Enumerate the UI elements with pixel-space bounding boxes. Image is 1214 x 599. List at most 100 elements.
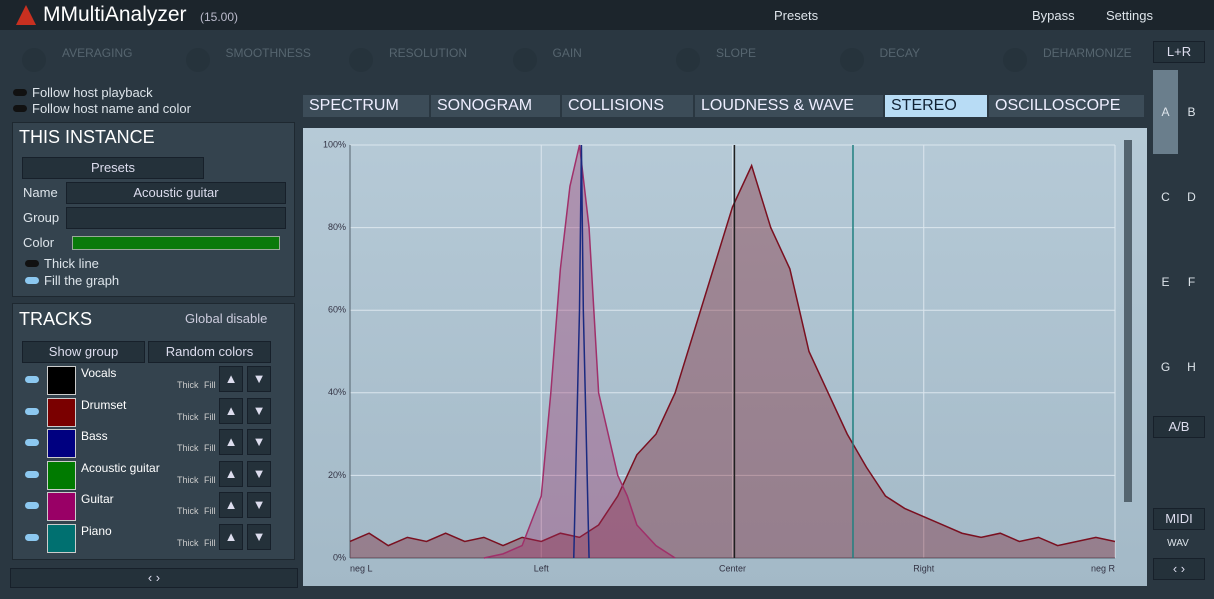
knob[interactable]: [22, 48, 46, 72]
tab[interactable]: OSCILLOSCOPE: [989, 95, 1144, 117]
tab[interactable]: LOUDNESS & WAVE: [695, 95, 883, 117]
y-tick-label: 80%: [328, 222, 346, 232]
toggle[interactable]: [25, 376, 39, 383]
x-tick-label: neg R: [1091, 563, 1116, 573]
y-tick-label: 100%: [323, 139, 346, 149]
track-color[interactable]: [47, 460, 76, 490]
scrollbar: [1124, 140, 1132, 502]
midi-button[interactable]: MIDI: [1153, 508, 1205, 530]
option-label: Follow host playback: [32, 85, 153, 100]
knob[interactable]: [512, 48, 537, 72]
toggle[interactable]: [25, 260, 39, 267]
knob-label: SLOPE: [716, 46, 757, 60]
slot[interactable]: A: [1153, 70, 1178, 154]
track-color[interactable]: [47, 429, 76, 458]
track-name: Piano: [81, 523, 112, 538]
line: [349, 163, 1116, 547]
fill-label: Fill: [204, 443, 216, 453]
down-button[interactable]: ▼: [247, 460, 271, 487]
presets-button[interactable]: Presets: [774, 8, 819, 23]
area: [483, 145, 676, 558]
slot[interactable]: C: [1161, 190, 1170, 204]
up-button[interactable]: ▲: [219, 366, 243, 392]
label: Name: [23, 185, 58, 200]
toggle[interactable]: [25, 470, 39, 478]
knob[interactable]: [349, 48, 373, 72]
track-name: Bass: [81, 429, 108, 443]
down-button[interactable]: ▼: [247, 429, 271, 455]
knob-label: DECAY: [879, 46, 920, 60]
option-label: Follow host name and color: [32, 101, 191, 116]
group-field[interactable]: [66, 207, 286, 229]
tab[interactable]: SPECTRUM: [303, 95, 429, 117]
up-button[interactable]: ▲: [219, 492, 243, 518]
track-color[interactable]: [47, 366, 76, 395]
lr-button[interactable]: L+R: [1153, 41, 1205, 63]
slot[interactable]: E: [1161, 275, 1170, 289]
tab[interactable]: SONOGRAM: [431, 95, 560, 117]
knob-label: RESOLUTION: [389, 46, 468, 60]
toggle[interactable]: [13, 105, 27, 112]
instance-presets[interactable]: Presets: [22, 157, 204, 179]
tab[interactable]: STEREO: [885, 95, 987, 117]
thick-label: Thick: [177, 474, 199, 485]
toggle[interactable]: [13, 89, 27, 96]
instance-title: THIS INSTANCE: [19, 127, 155, 147]
track-color[interactable]: [47, 397, 76, 427]
color-field[interactable]: [72, 236, 280, 250]
up-button[interactable]: ▲: [219, 523, 243, 550]
global-disable[interactable]: Global disable: [185, 311, 268, 326]
track-name: Guitar: [81, 492, 114, 506]
nav-button[interactable]: ‹ ›: [1153, 558, 1205, 580]
track-color[interactable]: [47, 492, 76, 521]
fill-label: Fill: [204, 537, 216, 548]
slot[interactable]: B: [1187, 105, 1196, 119]
x-tick-label: Center: [719, 563, 746, 573]
toggle[interactable]: [25, 407, 39, 415]
y-tick-label: 20%: [328, 470, 346, 480]
down-button[interactable]: ▼: [247, 366, 271, 392]
area: [350, 165, 1115, 558]
down-button[interactable]: ▼: [247, 397, 271, 424]
knob[interactable]: [1003, 48, 1027, 72]
wav-label: WAV: [1167, 538, 1189, 549]
title: MMultiAnalyzer: [43, 3, 187, 26]
settings-button[interactable]: Settings: [1106, 8, 1153, 23]
header: [0, 0, 1214, 30]
slot[interactable]: G: [1160, 360, 1171, 374]
fill-label: Fill: [204, 380, 216, 390]
label: Fill the graph: [44, 273, 120, 288]
y-tick-label: 60%: [328, 305, 346, 315]
show-group[interactable]: Show group: [22, 341, 145, 363]
knob[interactable]: [185, 48, 210, 72]
version: (15.00): [200, 10, 239, 24]
slot[interactable]: F: [1187, 275, 1196, 289]
thick-label: Thick: [177, 537, 199, 548]
knob[interactable]: [839, 48, 864, 72]
name-field[interactable]: Acoustic guitar: [66, 182, 286, 204]
up-button[interactable]: ▲: [219, 397, 243, 424]
down-button[interactable]: ▼: [247, 523, 271, 550]
toggle[interactable]: [25, 439, 39, 446]
label: Thick line: [44, 256, 99, 271]
up-button[interactable]: ▲: [219, 460, 243, 487]
line: [483, 144, 676, 559]
knob[interactable]: [676, 48, 700, 72]
down-button[interactable]: ▼: [247, 492, 271, 518]
toggle[interactable]: [25, 533, 39, 541]
up-button[interactable]: ▲: [219, 429, 243, 455]
bypass-button[interactable]: Bypass: [1032, 8, 1075, 23]
y-tick-label: 40%: [328, 387, 346, 397]
slot[interactable]: D: [1187, 190, 1196, 204]
toggle[interactable]: [25, 502, 39, 509]
random-colors[interactable]: Random colors: [148, 341, 271, 363]
track-color[interactable]: [47, 523, 76, 553]
thick-label: Thick: [177, 506, 199, 516]
ab-button[interactable]: A/B: [1153, 416, 1205, 438]
thick-label: Thick: [177, 443, 199, 453]
collapse[interactable]: ‹ ›: [10, 568, 298, 588]
slot[interactable]: H: [1187, 360, 1196, 374]
toggle[interactable]: [25, 277, 39, 284]
line: [573, 144, 590, 559]
tab[interactable]: COLLISIONS: [562, 95, 693, 117]
